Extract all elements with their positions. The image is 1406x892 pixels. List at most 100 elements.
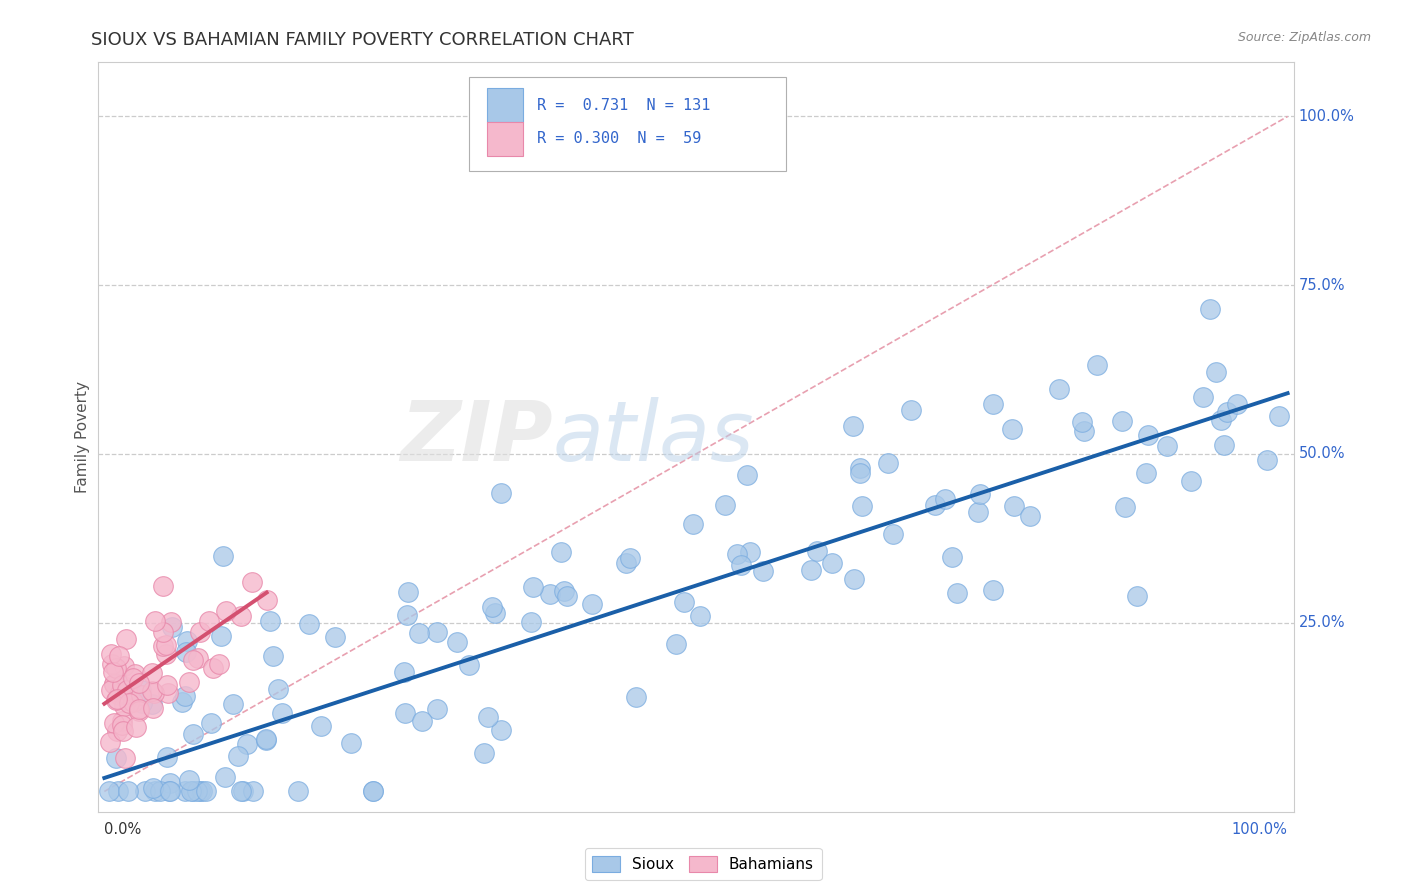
Point	[426, 702, 449, 716]
Point	[1213, 438, 1236, 452]
Point	[254, 731, 277, 746]
Point	[114, 750, 136, 764]
Point	[152, 640, 174, 654]
Point	[145, 784, 167, 798]
Point	[934, 492, 956, 507]
Point	[105, 724, 128, 739]
Point	[226, 749, 249, 764]
Point	[129, 682, 152, 697]
Text: 25.0%: 25.0%	[1299, 615, 1346, 631]
Point	[555, 589, 578, 603]
Point	[160, 620, 183, 634]
Point	[477, 710, 499, 724]
Point	[581, 598, 603, 612]
Text: 50.0%: 50.0%	[1299, 447, 1346, 461]
Point	[159, 776, 181, 790]
Point	[177, 772, 200, 787]
Point	[1256, 453, 1278, 467]
Point	[981, 582, 1004, 597]
Point	[472, 747, 495, 761]
Point	[392, 665, 415, 679]
Point	[117, 784, 139, 798]
Legend: Sioux, Bahamians: Sioux, Bahamians	[585, 848, 821, 880]
Point	[394, 706, 416, 721]
Point	[941, 550, 963, 565]
Point	[134, 784, 156, 798]
Point	[157, 784, 180, 798]
Point	[361, 784, 384, 798]
Point	[105, 751, 128, 765]
Point	[481, 599, 503, 614]
Point	[240, 574, 263, 589]
Point	[190, 784, 212, 798]
Point	[1070, 416, 1092, 430]
Point	[142, 780, 165, 795]
Point	[254, 732, 277, 747]
Point	[152, 625, 174, 640]
Point	[626, 690, 648, 704]
Point	[1125, 589, 1147, 603]
Point	[156, 678, 179, 692]
Point	[673, 595, 696, 609]
Point	[156, 686, 179, 700]
Point	[262, 649, 284, 664]
Point	[172, 695, 194, 709]
Point	[142, 701, 165, 715]
Point	[1205, 365, 1227, 379]
Text: ZIP: ZIP	[399, 397, 553, 477]
Point	[229, 784, 252, 798]
Point	[1073, 424, 1095, 438]
Point	[114, 687, 136, 701]
Text: R = 0.300  N =  59: R = 0.300 N = 59	[537, 131, 702, 146]
Point	[849, 461, 872, 475]
Point	[408, 625, 430, 640]
Text: 0.0%: 0.0%	[104, 822, 142, 837]
Point	[176, 634, 198, 648]
Point	[821, 556, 844, 570]
Point	[111, 718, 134, 732]
Point	[215, 604, 238, 618]
Point	[1111, 414, 1133, 428]
Point	[256, 592, 278, 607]
Text: 100.0%: 100.0%	[1299, 109, 1354, 124]
Point	[1199, 302, 1222, 317]
Point	[111, 714, 134, 729]
Point	[614, 556, 637, 570]
Point	[143, 614, 166, 628]
Point	[1268, 409, 1291, 423]
Point	[446, 635, 468, 649]
Point	[730, 558, 752, 572]
Point	[131, 696, 153, 710]
Point	[538, 587, 561, 601]
Point	[187, 651, 209, 665]
Point	[519, 615, 541, 629]
Point	[209, 629, 232, 643]
Point	[200, 716, 222, 731]
Point	[267, 681, 290, 696]
Point	[128, 704, 150, 718]
FancyBboxPatch shape	[486, 121, 523, 156]
Point	[122, 671, 145, 685]
Point	[231, 609, 253, 624]
Point	[159, 784, 181, 798]
Point	[842, 572, 865, 586]
Point	[924, 499, 946, 513]
Text: atlas: atlas	[553, 397, 754, 477]
Point	[128, 702, 150, 716]
Point	[287, 784, 309, 798]
Point	[103, 665, 125, 680]
Point	[242, 784, 264, 798]
Point	[665, 637, 688, 651]
Point	[141, 665, 163, 680]
Point	[128, 675, 150, 690]
Point	[107, 784, 129, 798]
Point	[851, 499, 873, 513]
Point	[124, 667, 146, 681]
Point	[186, 784, 208, 798]
Point	[212, 549, 235, 563]
Point	[105, 675, 128, 690]
Point	[1156, 439, 1178, 453]
Point	[714, 499, 737, 513]
Point	[214, 770, 236, 784]
Point	[103, 677, 125, 691]
